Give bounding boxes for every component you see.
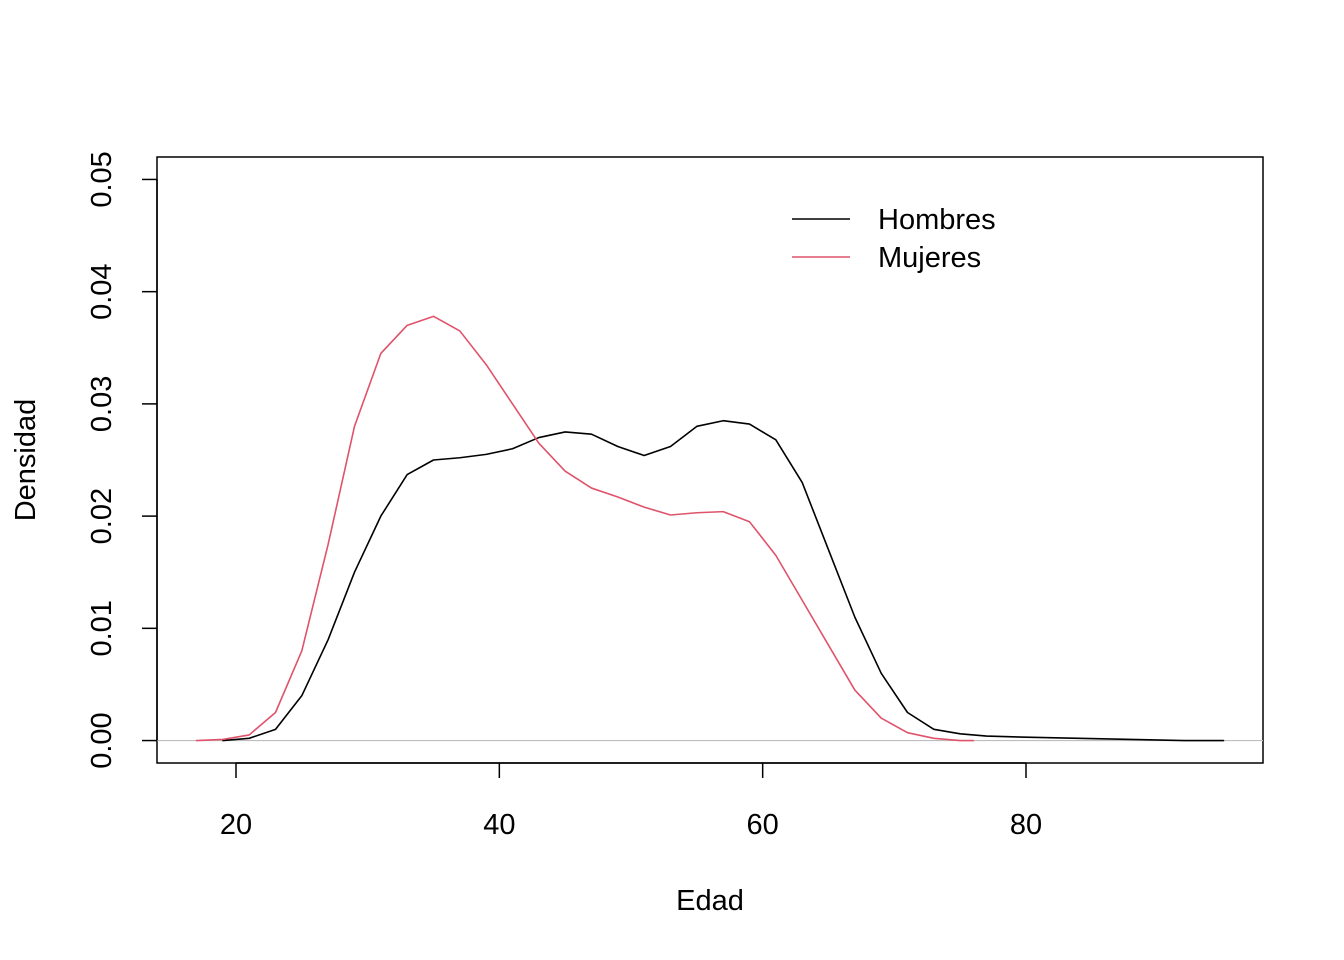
x-tick-label: 80 [1010,809,1042,841]
y-axis: 0.00 0.01 0.02 0.03 0.04 0.05 [86,151,158,769]
y-tick-label: 0.03 [86,376,118,432]
series-line-hombres [222,419,1225,742]
x-axis: 20 40 60 80 [220,762,1042,841]
legend-label-hombres: Hombres [878,204,996,236]
x-tick-label: 20 [220,809,252,841]
y-tick-label: 0.00 [86,712,118,768]
series-line-mujeres [195,315,975,742]
x-tick-label: 60 [747,809,779,841]
x-axis-title: Edad [676,885,744,917]
series-layer [195,315,1225,742]
y-tick-label: 0.02 [86,488,118,544]
y-tick-label: 0.01 [86,600,118,656]
x-tick-label: 40 [483,809,515,841]
y-tick-label: 0.05 [86,151,118,207]
legend: Hombres Mujeres [792,204,996,274]
legend-label-mujeres: Mujeres [878,242,981,274]
y-tick-label: 0.04 [86,263,118,319]
plot-area-box [156,156,1264,764]
y-axis-title: Densidad [10,399,42,522]
